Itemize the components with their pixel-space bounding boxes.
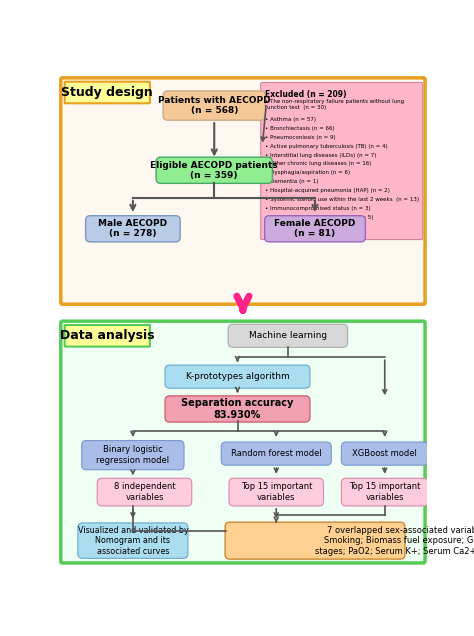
FancyBboxPatch shape	[341, 478, 428, 506]
FancyBboxPatch shape	[64, 81, 150, 103]
Text: Patients with AECOPD
(n = 568): Patients with AECOPD (n = 568)	[158, 96, 271, 115]
FancyBboxPatch shape	[264, 216, 365, 242]
Text: • Pneumoconiosis (n = 9): • Pneumoconiosis (n = 9)	[265, 135, 336, 140]
Text: • Liver failure (n = 15): • Liver failure (n = 15)	[265, 232, 328, 237]
Text: Study design: Study design	[62, 86, 153, 99]
Text: • Hospital-acquired pneumonia (HAP) (n = 2): • Hospital-acquired pneumonia (HAP) (n =…	[265, 188, 390, 193]
Text: • Other chronic lung diseases (n = 16): • Other chronic lung diseases (n = 16)	[265, 162, 372, 167]
Text: • Systemic steroid use within the last 2 weeks  (n = 13): • Systemic steroid use within the last 2…	[265, 197, 419, 202]
Text: Binary logistic
regression model: Binary logistic regression model	[96, 445, 169, 465]
Text: Eligible AECOPD patients
(n = 359): Eligible AECOPD patients (n = 359)	[150, 160, 278, 180]
Text: • Dementia (n = 1): • Dementia (n = 1)	[265, 179, 319, 184]
FancyBboxPatch shape	[61, 78, 425, 304]
FancyBboxPatch shape	[61, 321, 425, 563]
FancyBboxPatch shape	[225, 522, 405, 559]
Text: • Immunocompromised status (n = 3): • Immunocompromised status (n = 3)	[265, 205, 371, 211]
Text: Separation accuracy
83.930%: Separation accuracy 83.930%	[182, 398, 294, 420]
FancyBboxPatch shape	[165, 396, 310, 422]
FancyBboxPatch shape	[228, 324, 347, 347]
FancyBboxPatch shape	[64, 325, 150, 347]
FancyBboxPatch shape	[261, 83, 423, 240]
Text: • Bronchiectasis (n = 66): • Bronchiectasis (n = 66)	[265, 126, 335, 131]
Text: Top 15 important
variables: Top 15 important variables	[241, 483, 312, 502]
Text: Female AECOPD
(n = 81): Female AECOPD (n = 81)	[274, 219, 356, 238]
Text: 7 overlapped sex-associated variables
Smoking; Biomass fuel exposure; GOLD
stage: 7 overlapped sex-associated variables Sm…	[315, 526, 474, 555]
Text: Data analysis: Data analysis	[60, 329, 155, 342]
Text: • Interstitial lung diseases (ILDs) (n = 7): • Interstitial lung diseases (ILDs) (n =…	[265, 153, 377, 158]
Text: K-prototypes algorithm: K-prototypes algorithm	[186, 372, 289, 381]
Text: • Renal failure (n = 11): • Renal failure (n = 11)	[265, 223, 330, 228]
Text: • Asthma (n = 57): • Asthma (n = 57)	[265, 117, 317, 122]
FancyBboxPatch shape	[78, 523, 188, 558]
Text: • The non-respiratory failure patients without lung
function test  (n = 30): • The non-respiratory failure patients w…	[265, 99, 404, 110]
Text: Excluded (n = 209): Excluded (n = 209)	[265, 90, 347, 99]
Text: Visualized and validated by
Nomogram and its
associated curves: Visualized and validated by Nomogram and…	[78, 526, 188, 555]
FancyBboxPatch shape	[165, 365, 310, 388]
Text: XGBoost model: XGBoost model	[352, 449, 417, 458]
FancyBboxPatch shape	[229, 478, 324, 506]
FancyBboxPatch shape	[341, 442, 428, 465]
Text: • History of malignant diseases (n = 5): • History of malignant diseases (n = 5)	[265, 214, 374, 219]
Text: Top 15 important
variables: Top 15 important variables	[349, 483, 420, 502]
Text: Machine learning: Machine learning	[249, 331, 327, 340]
FancyBboxPatch shape	[156, 157, 273, 183]
FancyBboxPatch shape	[97, 478, 192, 506]
Text: Random forest model: Random forest model	[231, 449, 322, 458]
FancyBboxPatch shape	[163, 91, 265, 120]
FancyBboxPatch shape	[86, 216, 180, 242]
FancyBboxPatch shape	[82, 441, 184, 470]
FancyBboxPatch shape	[221, 442, 331, 465]
Text: Male AECOPD
(n = 278): Male AECOPD (n = 278)	[98, 219, 167, 238]
Text: • Dysphagia/aspiration (n = 6): • Dysphagia/aspiration (n = 6)	[265, 170, 351, 176]
Text: 8 independent
variables: 8 independent variables	[114, 483, 175, 502]
Text: • Active pulmonary tuberculosis (TB) (n = 4): • Active pulmonary tuberculosis (TB) (n …	[265, 144, 388, 149]
